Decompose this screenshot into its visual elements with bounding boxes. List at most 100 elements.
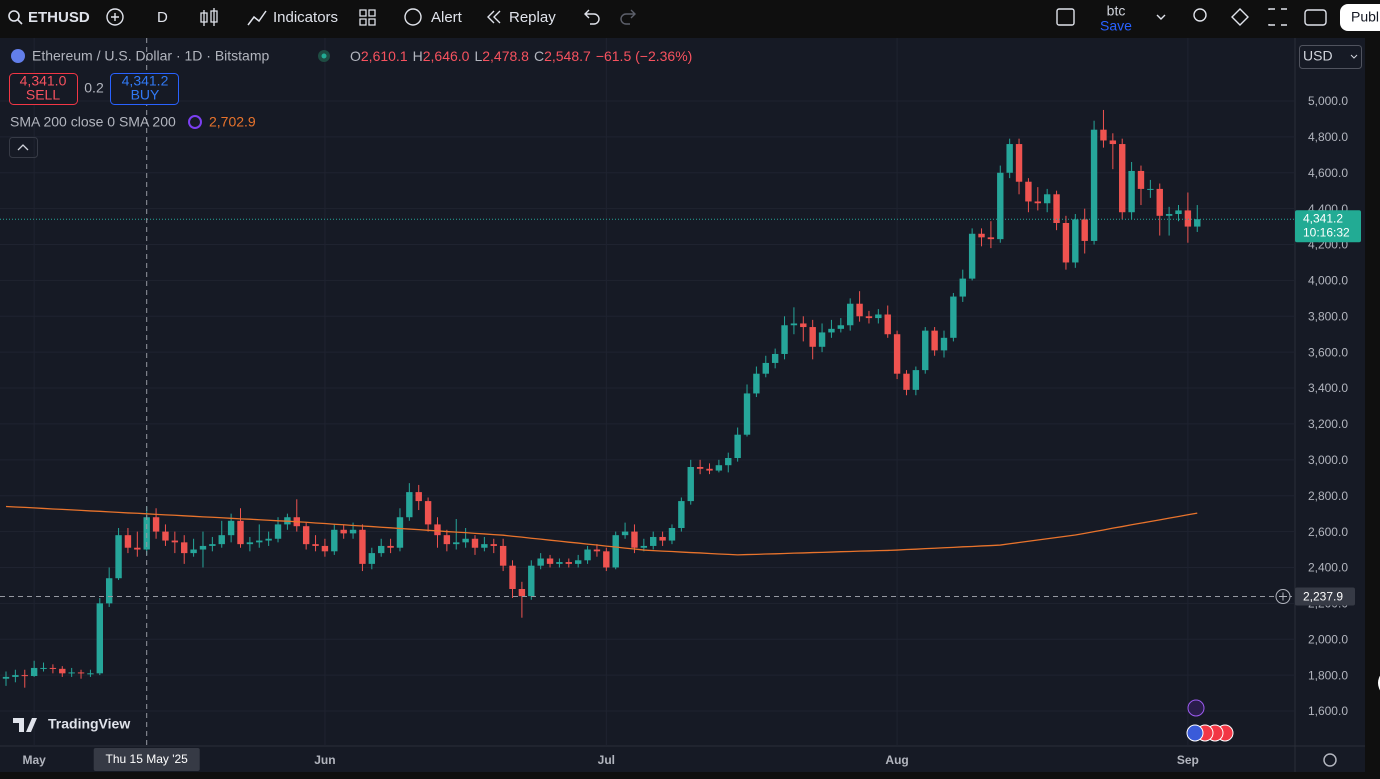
candle-body <box>349 529 357 534</box>
market-status-dot <box>321 53 327 59</box>
event-flag[interactable] <box>1186 724 1204 742</box>
compare-button[interactable] <box>106 8 124 26</box>
candle-body <box>912 370 920 390</box>
save-button[interactable]: Save <box>1100 18 1132 34</box>
sell-price[interactable]: 4,341.0 <box>20 73 67 89</box>
ohlc-key: C <box>534 48 544 64</box>
events-icon[interactable] <box>1187 699 1205 717</box>
candle-body <box>2 676 10 679</box>
change: −61.5 (−2.36%) <box>596 48 693 64</box>
candle-body <box>1081 219 1088 241</box>
publish-button[interactable] <box>1340 4 1380 31</box>
add-alert-icon <box>1279 592 1287 601</box>
candle-body <box>227 520 235 536</box>
layout-name[interactable]: btc <box>1107 3 1126 19</box>
indicator-loading <box>188 115 202 129</box>
candle-body <box>152 517 160 532</box>
y-tick-label: 1,600.0 <box>1308 704 1348 718</box>
candle-body <box>331 529 338 552</box>
candle-body <box>603 551 610 568</box>
candle-body <box>1053 194 1060 223</box>
ohlc-value: 2,478.8 <box>482 48 529 64</box>
spread: 0.2 <box>84 80 104 96</box>
candle-body <box>49 667 57 669</box>
candle-body <box>743 393 751 435</box>
ohlc-legend: O2,610.1 H2,646.0 L2,478.8 C2,548.7 −61.5 (−… <box>350 48 692 64</box>
chart-type-button[interactable] <box>200 8 218 26</box>
buy-price[interactable]: 4,341.2 <box>122 73 169 89</box>
y-tick-label: 1,800.0 <box>1308 668 1348 682</box>
symbol[interactable]: ETHUSD <box>28 9 90 26</box>
currency[interactable]: USD <box>1303 48 1333 64</box>
buy-button[interactable] <box>110 73 179 105</box>
marks <box>0 38 1295 746</box>
publish-label[interactable]: Publ <box>1351 9 1379 25</box>
candle-body <box>1100 129 1107 141</box>
y-tick-label: 3,600.0 <box>1308 345 1348 359</box>
candle-body <box>593 549 601 552</box>
candle-body <box>21 675 28 677</box>
candle-body <box>387 545 394 548</box>
ohlc-key: O <box>350 48 361 64</box>
candle-body <box>415 492 422 502</box>
candle-body <box>696 466 704 469</box>
candle-body <box>1128 170 1135 213</box>
sma-line <box>5 505 1198 556</box>
candle-body <box>950 296 957 338</box>
candle-body <box>134 547 141 550</box>
crosshair-price-tag <box>1295 587 1355 606</box>
ethereum-icon <box>11 49 25 63</box>
sell-button[interactable] <box>9 73 78 105</box>
y-tick-label: 4,000.0 <box>1308 274 1348 288</box>
currency-select[interactable] <box>1299 45 1362 69</box>
redo-button[interactable] <box>620 9 636 25</box>
economic-events[interactable] <box>1186 724 1234 742</box>
plot-area <box>0 38 1295 746</box>
settings-button[interactable] <box>1231 8 1249 26</box>
ohlc-key: H <box>413 48 423 64</box>
ohlc-key: L <box>474 48 482 64</box>
candle-body <box>809 327 816 347</box>
candle-body <box>77 672 85 674</box>
candle-body <box>181 542 188 554</box>
fullscreen-button[interactable] <box>1268 8 1287 26</box>
grid <box>0 38 1295 746</box>
candle-body <box>687 466 694 502</box>
candle-body <box>1184 210 1192 227</box>
candle-body <box>546 558 554 564</box>
candle-body <box>847 303 854 326</box>
candle-body <box>800 323 807 328</box>
candle-body <box>1072 219 1079 263</box>
candle-body <box>209 544 216 546</box>
candle-body <box>96 603 103 674</box>
replay-button[interactable]: Replay <box>509 9 556 26</box>
sell-label[interactable]: SELL <box>26 87 60 103</box>
indicator-legend[interactable]: SMA 200 close 0 SMA 200 <box>10 114 176 130</box>
candle-body <box>274 524 282 539</box>
axis-settings[interactable] <box>1323 753 1337 767</box>
y-tick-label: 3,200.0 <box>1308 417 1348 431</box>
indicators-button[interactable]: Indicators <box>273 9 338 26</box>
collapse-legend[interactable] <box>9 137 38 158</box>
y-tick-label: 5,000.0 <box>1308 94 1348 108</box>
undo-button[interactable] <box>584 9 600 25</box>
search-icon <box>17 19 23 25</box>
candle-body <box>922 330 929 371</box>
templates-button[interactable] <box>359 9 376 26</box>
buy-label[interactable]: BUY <box>131 87 160 103</box>
alert-button[interactable]: Alert <box>431 9 463 26</box>
quick-search[interactable] <box>1193 8 1207 22</box>
crosshair-price: 2,237.9 <box>1303 590 1343 604</box>
candle-body <box>865 316 873 319</box>
candle-body <box>312 544 319 546</box>
interval[interactable]: D <box>157 9 168 26</box>
candle-body <box>199 545 207 550</box>
search-icon[interactable] <box>8 10 20 22</box>
layout-menu[interactable] <box>1156 14 1166 20</box>
candle-body <box>171 540 179 543</box>
layout-button[interactable] <box>1056 8 1075 26</box>
snapshot-button[interactable] <box>1304 9 1327 26</box>
candle-body <box>434 524 441 536</box>
x-tick-label: Jul <box>598 753 615 767</box>
candle-body <box>903 373 910 390</box>
